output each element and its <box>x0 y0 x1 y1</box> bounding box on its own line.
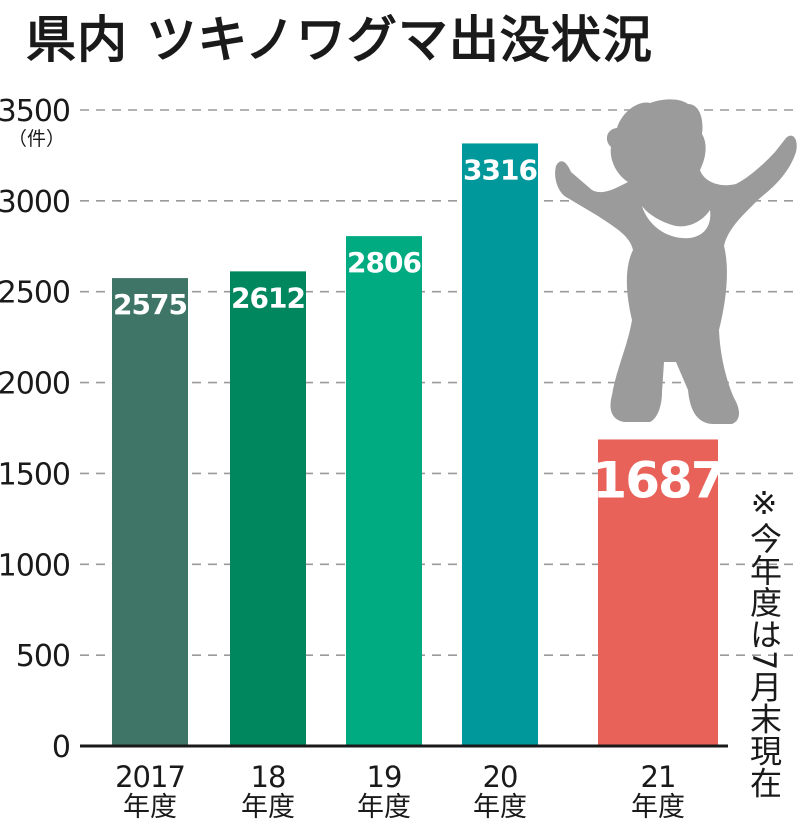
y-tick-label: 500 <box>16 639 70 674</box>
crescent-mark <box>642 206 711 239</box>
x-tick-label-suffix: 年度 <box>123 792 177 820</box>
bar <box>462 143 538 746</box>
bar-value-label: 2806 <box>347 246 421 279</box>
y-tick-label: 1000 <box>0 548 70 583</box>
y-axis-unit: （件） <box>8 128 66 150</box>
x-tick-label: 18 <box>251 760 286 794</box>
bar <box>230 271 306 746</box>
y-tick-label: 2000 <box>0 367 70 402</box>
x-tick-label-suffix: 年度 <box>631 792 685 820</box>
bar <box>598 439 718 746</box>
y-tick-label: 3000 <box>0 185 70 220</box>
x-tick-label: 21 <box>641 760 676 794</box>
y-tick-label: 0 <box>52 730 70 765</box>
labels: 050010001500200025003000350025752017年度26… <box>0 94 726 820</box>
x-tick-label: 20 <box>483 760 518 794</box>
bear-silhouette <box>555 99 797 425</box>
bars <box>112 143 718 746</box>
bar <box>346 236 422 746</box>
x-tick-label-suffix: 年度 <box>473 792 527 820</box>
bar-value-label: 3316 <box>463 153 537 186</box>
x-tick-label-suffix: 年度 <box>241 792 295 820</box>
y-tick-label: 1500 <box>0 457 70 492</box>
bar-value-label: 2575 <box>113 288 187 321</box>
bear-icon <box>555 99 797 425</box>
bar <box>112 278 188 746</box>
x-tick-label-suffix: 年度 <box>357 792 411 820</box>
note-text: ※今年度は7月末現在 <box>745 484 783 799</box>
bar-value-label: 2612 <box>231 281 305 314</box>
bar-value-label: 1687 <box>592 451 723 509</box>
chart-title: 県内 ツキノワグマ出没状況 <box>26 11 653 69</box>
x-tick-label: 2017 <box>115 760 185 794</box>
y-tick-label: 2500 <box>0 276 70 311</box>
y-tick-label: 3500 <box>0 94 70 129</box>
x-tick-label: 19 <box>367 760 402 794</box>
